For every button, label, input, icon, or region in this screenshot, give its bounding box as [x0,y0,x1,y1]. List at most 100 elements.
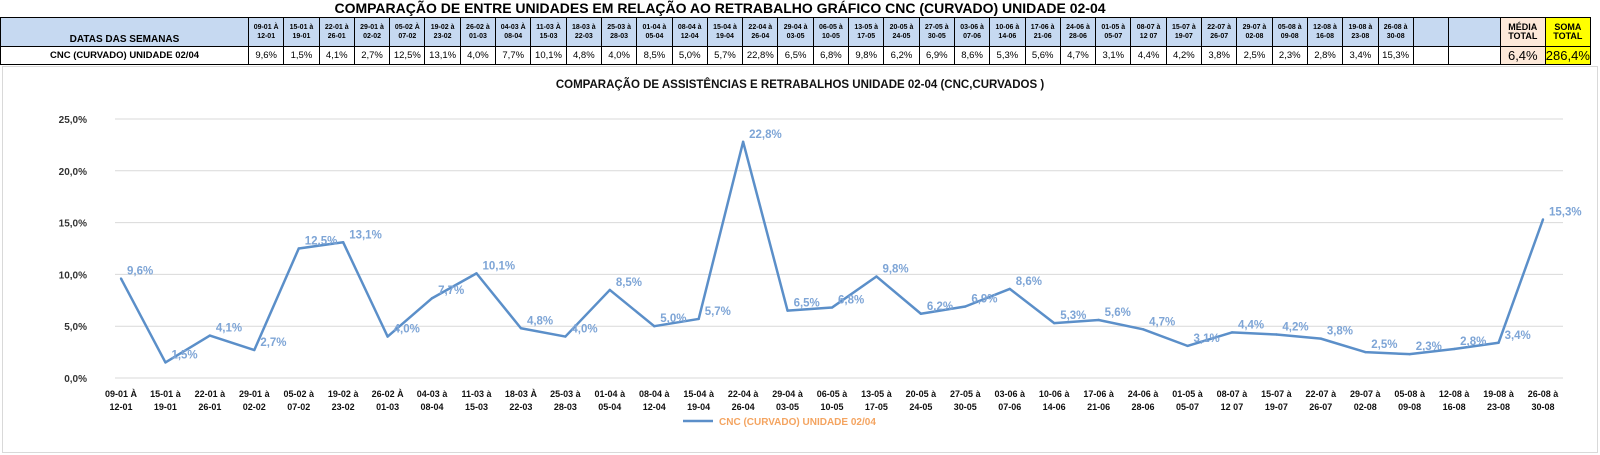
x-tick-label: 19-01 [154,402,177,412]
x-tick-label: 29-07 à [1350,389,1382,399]
blank-cell [1412,46,1449,65]
x-tick-label: 15-07 à [1261,389,1293,399]
week-header-cell: 15-07 à 19-07 [1165,17,1203,47]
data-label: 15,3% [1549,206,1582,218]
data-point [964,305,967,308]
week-end: 01-03 [468,33,487,40]
week-end: 22-03 [574,33,593,40]
week-header-cell: 22-07 à 26-07 [1201,17,1238,47]
data-point [253,348,256,352]
x-tick-label: 02-02 [243,402,266,412]
week-header-cell: 19-02 à 23-02 [424,17,461,47]
week-value-cell: 3,4% [1342,46,1379,65]
data-label: 9,6% [127,266,153,278]
data-label: 7,7% [438,285,464,297]
x-tick-label: 17-05 [865,402,888,412]
x-tick-label: 05-08 à [1394,389,1426,399]
week-end: 26-07 [1210,33,1229,40]
data-point [1052,321,1056,325]
data-label: 4,7% [1149,316,1175,328]
data-point [1497,341,1500,344]
data-label: 3,4% [1505,330,1531,342]
x-tick-label: 19-02 à [328,389,360,399]
data-label: 6,9% [971,294,997,306]
week-value-cell: 4,4% [1130,46,1167,65]
x-tick-label: 22-07 à [1306,389,1338,399]
week-header-cell: 06-05 à 10-05 [812,17,850,47]
y-tick-label: 10,0% [59,270,87,281]
x-tick-label: 26-07 [1309,402,1332,412]
x-tick-label: 07-06 [998,402,1021,412]
x-tick-label: 30-05 [954,402,977,412]
blank-cell [1412,17,1449,47]
week-value-cell: 6,2% [883,46,920,65]
x-tick-label: 08-04 [421,402,444,412]
media-total-value: 6,4% [1499,46,1546,65]
week-value-cell: 6,9% [918,46,955,65]
week-value-cell: 9,8% [848,46,885,65]
x-tick-label: 09-01 À [105,389,138,399]
data-label: 2,3% [1416,341,1442,353]
data-point [1186,344,1189,348]
week-value-cell: 4,0% [459,46,497,65]
data-label: 4,0% [571,324,597,336]
x-tick-label: 03-06 à [994,389,1026,399]
x-tick-label: 13-05 à [861,389,893,399]
media-total-label-line: MÉDIA [1508,22,1538,32]
data-label: 1,5% [171,349,197,361]
x-tick-label: 12-04 [643,402,666,412]
x-tick-label: 11-03 à [461,389,492,399]
x-tick-label: 21-06 [1087,402,1110,412]
data-label: 6,8% [838,295,864,307]
week-start: 18-03 à [571,24,596,31]
week-header-cell: 03-06 à 07-06 [953,17,991,47]
week-start: 13-05 à [854,24,879,31]
data-point [653,325,656,328]
soma-total-value: 286,4% [1544,46,1591,65]
data-label: 2,7% [260,337,286,349]
week-end: 02-08 [1245,33,1264,40]
week-start: 22-04 à [748,24,773,31]
y-tick-label: 5,0% [64,322,87,333]
week-end: 30-08 [1386,33,1405,40]
week-header-cell: 26-08 à 30-08 [1377,17,1414,47]
x-tick-label: 30-08 [1531,402,1554,412]
week-end: 10-05 [821,33,840,40]
x-tick-label: 19-04 [687,402,710,412]
week-header-cell: 27-05 à 30-05 [918,17,955,47]
week-end: 03-05 [786,33,805,40]
week-header-cell: 29-04 à 03-05 [777,17,814,47]
week-start: 19-08 à [1348,24,1373,31]
week-value-cell: 2,7% [353,46,391,65]
y-tick-label: 0,0% [64,374,87,385]
data-label: 13,1% [349,229,382,241]
data-label: 8,5% [616,277,642,289]
week-end: 07-06 [963,33,982,40]
data-label: 12,5% [305,236,338,248]
data-point [1008,287,1011,291]
week-header-cell: 15-01 à 19-01 [283,17,320,47]
week-start: 25-03 à [607,24,631,31]
week-value-cell: 4,0% [600,46,638,65]
data-point [430,297,434,300]
week-end: 26-04 [751,33,770,40]
data-point [830,306,834,309]
x-tick-label: 01-05 à [1172,389,1204,399]
x-tick-label: 14-06 [1043,402,1066,412]
x-tick-label: 28-03 [554,402,577,412]
week-start: 29-04 à [783,24,808,31]
week-start: 08-04 à [677,24,702,31]
x-tick-label: 05-07 [1176,402,1199,412]
data-point [1097,318,1100,322]
x-tick-label: 15-03 [465,402,488,412]
row-values-label: CNC (CURVADO) UNIDADE 02/04 [0,46,249,65]
week-header-cell: 01-04 à 05-04 [636,17,673,47]
week-start: 11-03 À [536,24,561,31]
y-tick-label: 25,0% [59,115,87,126]
x-tick-label: 28-06 [1132,402,1155,412]
week-end: 28-06 [1069,33,1087,40]
week-end: 14-06 [998,33,1017,40]
x-tick-label: 22-01 à [195,389,227,399]
media-total-label: MÉDIA TOTAL [1499,17,1546,47]
week-end: 12-01 [257,33,276,40]
